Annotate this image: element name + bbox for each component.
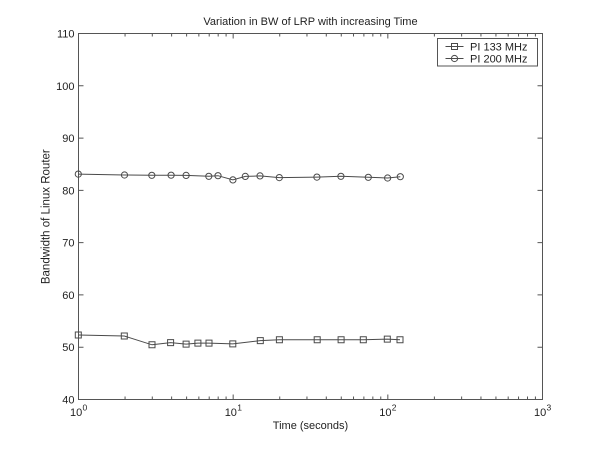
svg-text:0: 0 [83,403,88,413]
svg-text:40: 40 [62,395,74,407]
svg-text:2: 2 [392,403,397,413]
svg-text:PI 200 MHz: PI 200 MHz [470,54,527,66]
svg-text:60: 60 [62,290,74,302]
svg-text:80: 80 [62,185,74,197]
svg-text:Variation in BW of LRP with in: Variation in BW of LRP with increasing T… [203,16,417,28]
svg-text:Time (seconds): Time (seconds) [273,420,348,432]
svg-text:10: 10 [534,407,546,419]
svg-text:10: 10 [70,407,82,419]
svg-text:70: 70 [62,238,74,250]
svg-text:50: 50 [62,342,74,354]
svg-text:90: 90 [62,133,74,145]
svg-text:10: 10 [379,407,391,419]
svg-text:110: 110 [57,29,75,41]
svg-text:Bandwidth of Linux Router: Bandwidth of Linux Router [41,149,53,284]
svg-text:3: 3 [547,403,552,413]
svg-text:10: 10 [225,407,237,419]
svg-text:100: 100 [56,81,74,93]
svg-text:1: 1 [237,403,242,413]
svg-text:PI 133 MHz: PI 133 MHz [470,42,527,54]
